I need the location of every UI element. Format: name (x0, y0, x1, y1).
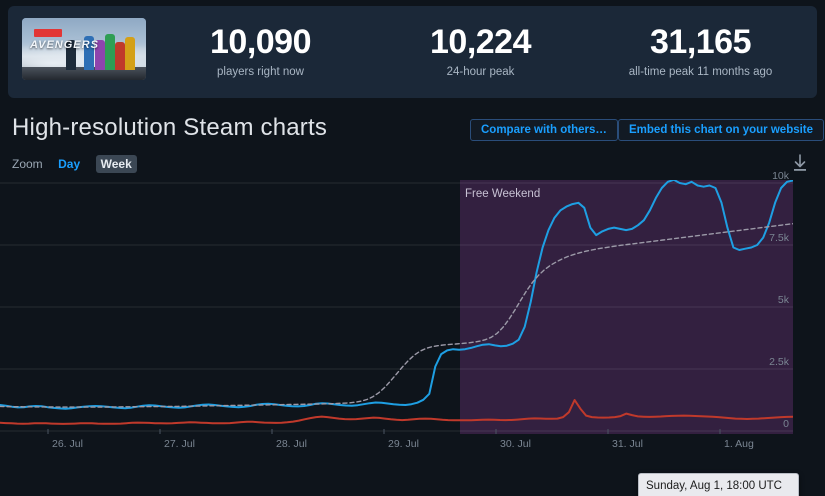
page-title: High-resolution Steam charts (12, 114, 328, 141)
stat-all-time-peak: 31,165 all-time peak 11 months ago (563, 22, 825, 80)
chart-tooltip: Sunday, Aug 1, 18:00 UTC Players: 10 128… (638, 473, 799, 496)
x-tick-30-jul: 30. Jul (500, 438, 531, 450)
avengers-logo-text: AVENGERS (30, 39, 99, 51)
capsule-hero (84, 36, 94, 70)
tooltip-date: Sunday, Aug 1, 18:00 UTC (646, 480, 782, 492)
y-tick-5k: 5k (777, 294, 789, 306)
stat-value: 10,090 (210, 23, 312, 61)
compare-with-others-button[interactable]: Compare with others… (470, 119, 618, 141)
x-tick-31-jul: 31. Jul (612, 438, 643, 450)
game-capsule-image[interactable]: AVENGERS (22, 18, 146, 80)
chart-series (0, 180, 793, 425)
embed-chart-button[interactable]: Embed this chart on your website (618, 119, 825, 141)
game-stats-card: AVENGERS 10,090 players right now 10,224… (8, 6, 817, 98)
stat-label: players right now (217, 66, 304, 78)
zoom-option-day[interactable]: Day (58, 157, 81, 171)
zoom-option-week[interactable]: Week (95, 155, 137, 173)
stat-value: 31,165 (650, 23, 752, 61)
free-weekend-band (460, 180, 793, 434)
stat-label: all-time peak 11 months ago (628, 66, 773, 78)
marvel-logo-icon (34, 29, 62, 37)
capsule-hero (105, 34, 115, 70)
y-tick-7.5k: 7.5k (769, 232, 789, 244)
stat-value: 10,224 (430, 23, 532, 61)
x-tick-1-aug: 1. Aug (724, 438, 754, 450)
capsule-hero (66, 40, 76, 70)
zoom-controls: Zoom Day Week (12, 155, 137, 173)
x-tick-28-jul: 28. Jul (276, 438, 307, 450)
steam-players-chart[interactable]: Free Weekend 10k 7.5k 5k 2.5k 0 26. Jul … (0, 170, 825, 496)
stat-label: 24-hour peak (446, 66, 515, 78)
y-tick-0: 0 (783, 418, 789, 430)
y-tick-2.5k: 2.5k (769, 356, 789, 368)
y-tick-10k: 10k (772, 170, 789, 182)
chart-plot-area: Free Weekend 10k 7.5k 5k 2.5k 0 26. Jul … (0, 170, 799, 496)
capsule-hero (115, 42, 125, 70)
download-icon[interactable] (789, 152, 811, 174)
x-tick-29-jul: 29. Jul (388, 438, 419, 450)
capsule-hero (95, 40, 105, 70)
x-tick-26-jul: 26. Jul (52, 438, 83, 450)
stat-24h-peak: 10,224 24-hour peak (378, 22, 583, 80)
capsule-ground (22, 67, 146, 80)
x-tick-27-jul: 27. Jul (164, 438, 195, 450)
chart-gridlines (0, 182, 793, 434)
zoom-label: Zoom (12, 157, 43, 171)
capsule-hero (125, 37, 135, 70)
free-weekend-label: Free Weekend (465, 188, 541, 200)
stat-players-now: 10,090 players right now (158, 22, 363, 80)
